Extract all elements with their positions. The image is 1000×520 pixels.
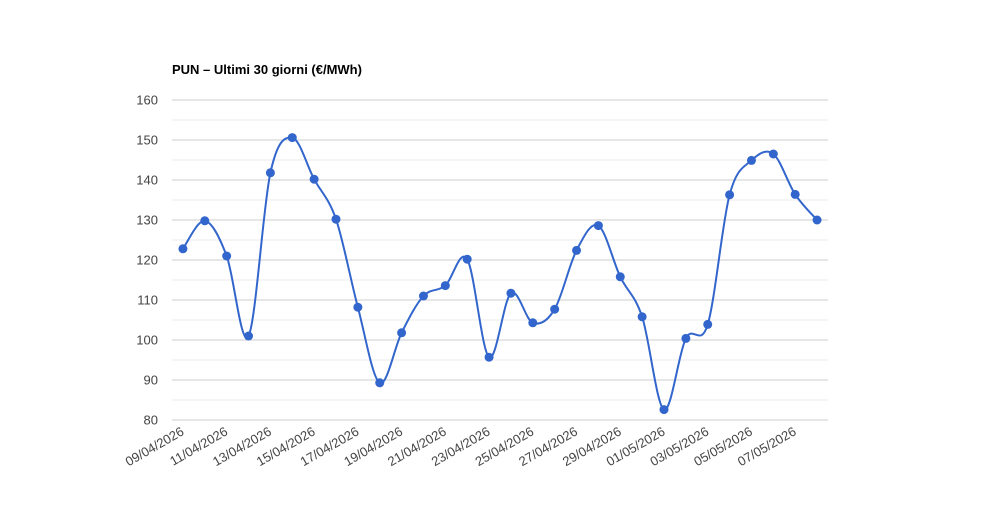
y-tick-label: 160 xyxy=(136,93,158,108)
point xyxy=(397,328,407,338)
point xyxy=(746,155,756,165)
point xyxy=(418,291,428,301)
point xyxy=(200,216,210,226)
point xyxy=(725,190,735,200)
point xyxy=(375,378,385,388)
point xyxy=(790,189,800,199)
point xyxy=(506,288,516,298)
point xyxy=(265,168,275,178)
y-tick-label: 80 xyxy=(144,413,158,428)
y-tick-label: 110 xyxy=(137,293,158,308)
point xyxy=(593,221,603,231)
point xyxy=(572,245,582,255)
y-tick-label: 140 xyxy=(136,173,158,188)
point xyxy=(178,244,188,254)
point xyxy=(309,174,319,184)
point xyxy=(703,319,713,329)
point xyxy=(353,302,363,312)
point xyxy=(484,352,494,362)
point xyxy=(222,251,232,261)
point xyxy=(331,214,341,224)
y-tick-label: 150 xyxy=(136,133,158,148)
point xyxy=(528,318,538,328)
point xyxy=(681,333,691,343)
y-tick-label: 130 xyxy=(136,213,158,228)
point xyxy=(812,215,822,225)
point xyxy=(462,254,472,264)
point xyxy=(659,405,669,415)
point xyxy=(287,133,297,143)
point xyxy=(550,304,560,314)
point xyxy=(244,331,254,341)
point xyxy=(440,281,450,291)
point xyxy=(768,149,778,159)
y-tick-label: 100 xyxy=(136,333,158,348)
y-tick-label: 120 xyxy=(136,253,158,268)
chart-title: PUN – Ultimi 30 giorni (€/MWh) xyxy=(172,62,362,77)
line xyxy=(182,136,818,411)
y-tick-label: 90 xyxy=(144,373,158,388)
point xyxy=(637,312,647,322)
point xyxy=(615,272,625,282)
